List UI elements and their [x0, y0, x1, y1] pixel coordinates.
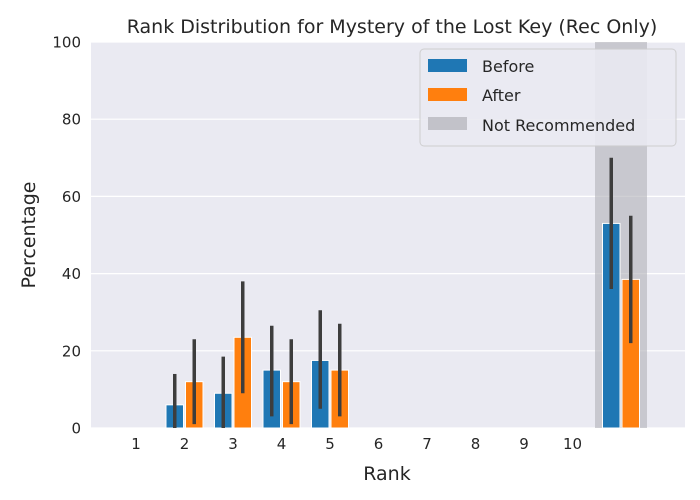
x-tick-label: 7	[422, 435, 432, 453]
legend-swatch-not-recommended	[428, 117, 467, 130]
x-axis-ticks: 1 2 3 4 5 6 7 8 9 10	[131, 435, 582, 453]
error-bars	[173, 157, 633, 428]
legend-label-before: Before	[482, 57, 534, 76]
y-tick-label: 0	[71, 420, 81, 438]
x-tick-label: 5	[325, 435, 335, 453]
legend: Before After Not Recommended	[419, 48, 677, 147]
y-tick-label: 60	[62, 188, 81, 206]
y-tick-label: 100	[52, 34, 81, 52]
x-tick-label: 1	[131, 435, 141, 453]
legend-label-after: After	[482, 86, 521, 105]
legend-swatch-after	[428, 88, 467, 101]
legend-swatch-before	[428, 59, 467, 72]
chart-title: Rank Distribution for Mystery of the Los…	[127, 16, 658, 38]
y-tick-label: 20	[62, 342, 81, 360]
y-tick-label: 40	[62, 265, 81, 283]
x-tick-label: 8	[471, 435, 481, 453]
x-tick-label: 6	[374, 435, 384, 453]
x-tick-label: 2	[180, 435, 190, 453]
y-tick-label: 80	[62, 111, 81, 129]
x-tick-label: 4	[277, 435, 287, 453]
x-axis-title: Rank	[363, 463, 410, 485]
x-tick-label: 9	[519, 435, 529, 453]
legend-label-not-recommended: Not Recommended	[482, 116, 635, 135]
x-tick-label: 3	[228, 435, 238, 453]
x-tick-label: 10	[563, 435, 582, 453]
legend-frame	[419, 48, 677, 147]
y-axis-ticks: 0 20 40 60 80 100	[52, 34, 81, 438]
y-axis-title: Percentage	[18, 182, 40, 289]
